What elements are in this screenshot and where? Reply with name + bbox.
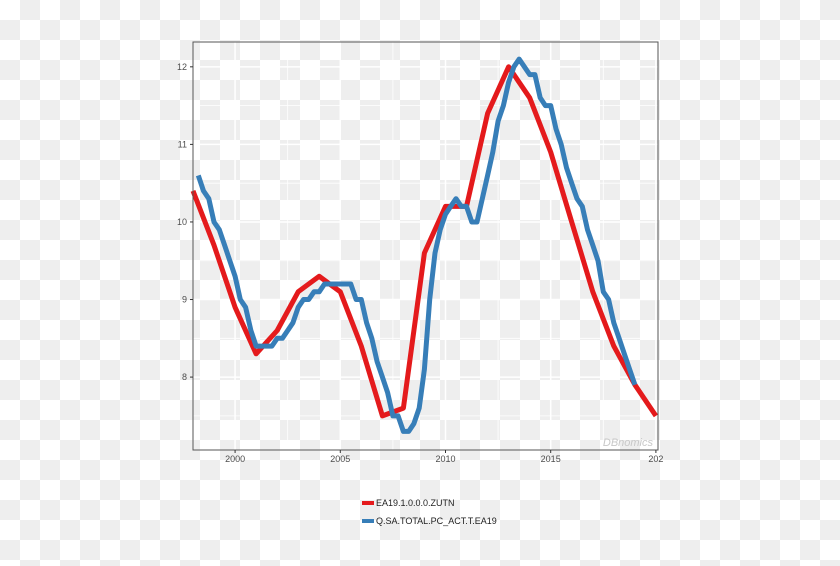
y-tick-label: 11 xyxy=(178,139,187,149)
x-tick-label: 2005 xyxy=(330,454,350,464)
y-tick-label: 8 xyxy=(182,372,187,382)
series-line-unemployment-rate xyxy=(190,64,658,419)
legend-item: Q.SA.TOTAL.PC_ACT.T.EA19 xyxy=(362,516,497,526)
y-tick-label: 10 xyxy=(177,217,187,227)
x-tick-label: 2010 xyxy=(435,454,455,464)
x-axis: 2000 2005 2010 2015 202 xyxy=(225,450,663,464)
y-tick-label: 9 xyxy=(182,295,187,305)
x-tick-label: 2015 xyxy=(541,454,561,464)
series-lines xyxy=(190,56,658,434)
legend-label: EA19.1.0.0.0.ZUTN xyxy=(376,498,455,508)
legend: EA19.1.0.0.0.ZUTN Q.SA.TOTAL.PC_ACT.T.EA… xyxy=(362,498,497,526)
legend-item: EA19.1.0.0.0.ZUTN xyxy=(362,498,455,508)
y-axis: 8 9 10 11 12 xyxy=(177,62,193,382)
x-tick-label: 202 xyxy=(648,454,663,464)
watermark: DBnomics xyxy=(603,437,654,449)
plot-panel-border xyxy=(192,41,659,451)
legend-label: Q.SA.TOTAL.PC_ACT.T.EA19 xyxy=(376,516,497,526)
series-line-activity-rate xyxy=(195,56,638,434)
y-tick-label: 12 xyxy=(177,62,187,72)
x-tick-label: 2000 xyxy=(225,454,245,464)
gridlines xyxy=(193,42,658,450)
